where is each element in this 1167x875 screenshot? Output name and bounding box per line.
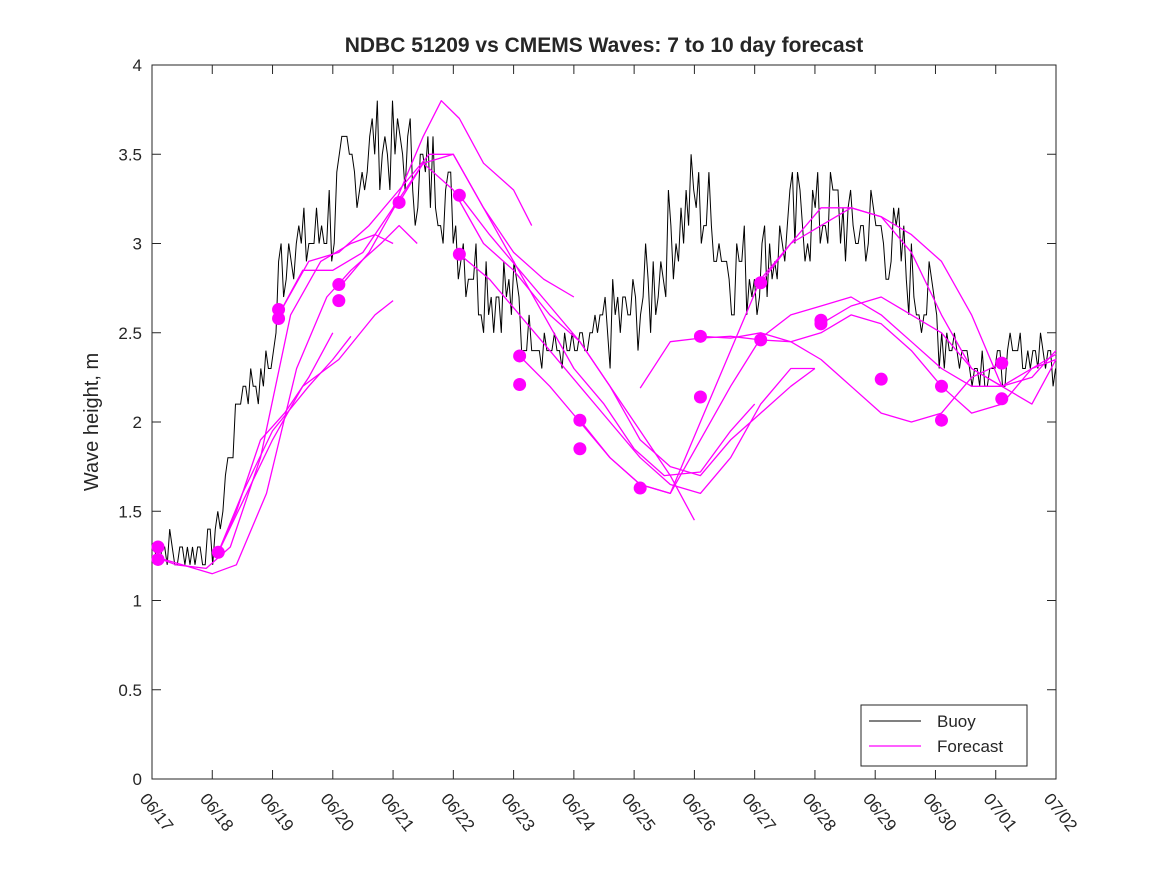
forecast-series-line: [458, 253, 815, 495]
axes-box: [151, 64, 1057, 780]
forecast-series-line: [217, 332, 334, 553]
forecast-start-point: [995, 356, 1009, 370]
plot-area: [151, 64, 1057, 780]
forecast-start-point: [754, 333, 768, 347]
forecast-start-point: [392, 195, 406, 209]
forecast-start-point: [633, 481, 647, 495]
forecast-series-line: [151, 224, 418, 575]
forecast-start-point: [934, 379, 948, 393]
y-axis-label: Wave height, m: [81, 353, 103, 491]
forecast-start-point: [995, 392, 1009, 406]
legend-label-forecast: Forecast: [937, 737, 1003, 756]
forecast-start-point: [934, 413, 948, 427]
forecast-start-point: [754, 276, 768, 290]
y-tick-label: 1.5: [118, 502, 142, 521]
forecast-start-point: [693, 390, 707, 404]
legend-label-buoy: Buoy: [937, 712, 976, 731]
y-tick-label: 2: [133, 413, 142, 432]
y-tick-label: 0: [133, 770, 142, 789]
y-tick-label: 3: [133, 235, 142, 254]
forecast-start-point: [211, 545, 225, 559]
y-tick-label: 4: [133, 56, 142, 75]
legend: Buoy Forecast: [860, 704, 1028, 767]
buoy-series-line: [152, 100, 1057, 566]
forecast-start-point: [332, 278, 346, 292]
forecast-start-point: [693, 329, 707, 343]
y-tick-label: 2.5: [118, 324, 142, 343]
forecast-start-point: [452, 188, 466, 202]
forecast-start-point: [814, 317, 828, 331]
forecast-start-point: [272, 303, 286, 317]
y-tick-label: 1: [133, 592, 142, 611]
forecast-series-line: [760, 207, 1057, 405]
forecast-series-line: [700, 332, 1003, 423]
forecast-start-point: [874, 372, 888, 386]
forecast-start-point: [272, 311, 286, 325]
forecast-start-point: [513, 349, 527, 363]
forecast-start-point: [573, 413, 587, 427]
forecast-series-line: [579, 296, 1057, 495]
points-layer: [151, 188, 1009, 566]
legend-box: [860, 704, 1028, 767]
forecast-start-point: [513, 378, 527, 392]
y-tick-label: 0.5: [118, 681, 142, 700]
y-axis: 0 0.5 1 1.5 2 2.5 3 3.5 4: [118, 56, 1056, 789]
forecast-series-line: [458, 194, 816, 477]
chart-title: NDBC 51209 vs CMEMS Waves: 7 to 10 day f…: [345, 34, 864, 57]
forecast-start-point: [151, 540, 165, 554]
forecast-series-line: [151, 233, 394, 570]
forecast-start-point: [151, 552, 165, 566]
forecast-start-point: [332, 294, 346, 308]
forecast-start-point: [452, 247, 466, 261]
forecast-series-line: [398, 153, 756, 477]
forecast-series-line: [278, 100, 533, 316]
y-tick-label: 3.5: [118, 145, 142, 164]
forecast-series-line: [820, 296, 1057, 387]
forecast-series-line: [278, 153, 575, 316]
forecast-start-point: [573, 442, 587, 456]
